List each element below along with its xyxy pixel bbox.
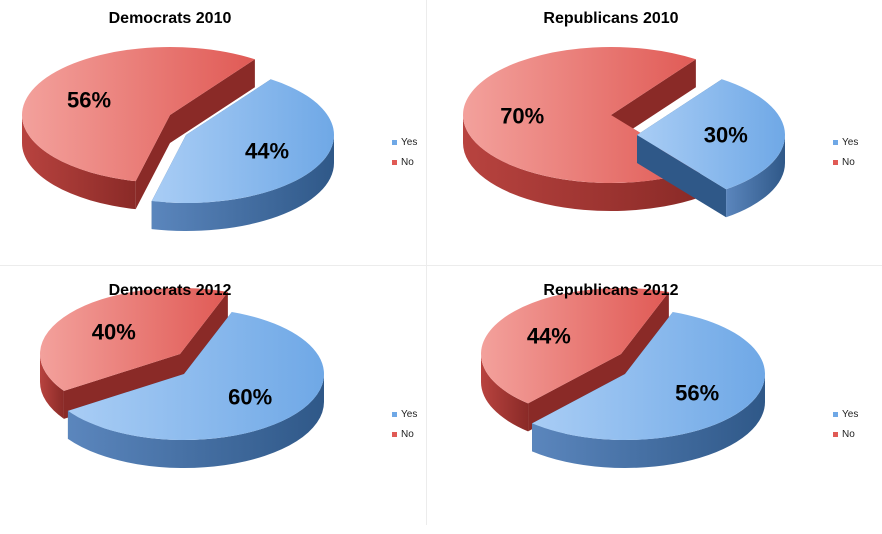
data-label-yes: 30% <box>704 122 748 147</box>
pie-slice-side <box>67 374 324 469</box>
legend-entry-no: No <box>833 152 858 172</box>
data-label-no: 40% <box>92 320 136 345</box>
pie-slice-side <box>532 374 765 468</box>
legend-entry-no: No <box>392 424 417 444</box>
chart-panel-republicans-2012: 44% 56% Republicans 2012 Yes No <box>441 272 882 534</box>
data-label-no: 70% <box>500 104 544 129</box>
pie-slice-side <box>40 354 64 419</box>
legend-entry-yes: Yes <box>833 404 858 424</box>
chart-panel-democrats-2012: 40% 60% Democrats 2012 Yes No <box>0 272 441 534</box>
pie-slice-side <box>22 115 136 210</box>
grid-divider-vertical <box>426 0 427 525</box>
pie-slice-wall <box>611 59 696 143</box>
pie-slice-top <box>532 311 765 440</box>
pie-slice-wall <box>637 135 727 218</box>
data-label-no: 44% <box>527 323 571 348</box>
legend-swatch-no <box>833 159 838 165</box>
legend-label-no: No <box>842 428 855 440</box>
chart-title: Republicans 2012 <box>543 282 679 299</box>
legend-entry-no: No <box>833 424 858 444</box>
legend-swatch-yes <box>833 411 838 417</box>
legend-entry-yes: Yes <box>833 132 858 152</box>
pie-slice-top <box>67 311 324 440</box>
chart-title: Democrats 2010 <box>108 10 232 27</box>
legend-swatch-no <box>392 431 397 437</box>
pie-chart-democrats-2010: 56% 44% <box>21 46 334 231</box>
pie-slice-no: 56% <box>21 46 255 210</box>
legend-entry-yes: Yes <box>392 404 417 424</box>
legend-label-no: No <box>401 156 414 168</box>
pie-slice-no: 44% <box>480 288 669 432</box>
legend-swatch-yes <box>392 139 397 145</box>
pie-slice-wall <box>170 59 255 143</box>
data-label-yes: 44% <box>245 138 289 163</box>
pie-slice-yes: 30% <box>637 79 785 218</box>
legend-swatch-no <box>833 431 838 437</box>
pie-slice-top <box>21 46 255 182</box>
legend-label-yes: Yes <box>401 408 418 420</box>
pie-slice-wall <box>180 291 228 382</box>
chart-legend: Yes No <box>392 404 417 444</box>
legend-label-yes: Yes <box>401 136 418 148</box>
pie-chart-republicans-2010: 70% 30% <box>463 47 785 218</box>
legend-swatch-yes <box>392 411 397 417</box>
pie-slice-side <box>481 354 529 432</box>
legend-entry-no: No <box>392 152 417 172</box>
pie-slice-wall <box>63 354 180 419</box>
data-label-no: 56% <box>67 88 111 113</box>
pie-slice-wall <box>528 354 621 432</box>
pie-slice-side <box>151 135 334 231</box>
pie-slice-yes: 60% <box>67 311 324 469</box>
chart-title: Democrats 2012 <box>108 282 232 299</box>
legend-swatch-no <box>392 159 397 165</box>
data-label-yes: 60% <box>228 384 272 409</box>
pie-slice-top <box>480 288 669 404</box>
pie-slice-top <box>40 288 228 391</box>
pie-slice-side <box>726 135 785 218</box>
legend-label-no: No <box>842 156 855 168</box>
pie-slice-yes: 56% <box>532 311 765 468</box>
pie-slice-top <box>637 79 785 190</box>
pie-slice-side <box>463 115 701 212</box>
chart-panel-democrats-2010: 56% 44% Democrats 2010 Yes No <box>0 0 441 262</box>
data-label-yes: 56% <box>675 381 719 406</box>
pie-chart-democrats-2012: 40% 60% <box>40 288 324 469</box>
legend-label-yes: Yes <box>842 408 859 420</box>
legend-label-no: No <box>401 428 414 440</box>
pie-slice-wall <box>135 115 170 210</box>
pie-slice-no: 40% <box>40 288 228 419</box>
chart-title: Republicans 2010 <box>543 10 679 27</box>
pie-slice-wall <box>621 291 669 382</box>
legend-label-yes: Yes <box>842 136 859 148</box>
chart-panel-republicans-2010: 70% 30% Republicans 2010 Yes No <box>441 0 882 262</box>
pie-chart-republicans-2012: 44% 56% <box>480 288 765 468</box>
pie-slice-top <box>151 79 334 203</box>
pie-slice-yes: 44% <box>151 79 334 231</box>
grid-divider-horizontal <box>0 265 882 266</box>
legend-entry-yes: Yes <box>392 132 417 152</box>
chart-legend: Yes No <box>833 132 858 172</box>
chart-legend: Yes No <box>833 404 858 444</box>
chart-legend: Yes No <box>392 132 417 172</box>
legend-swatch-yes <box>833 139 838 145</box>
